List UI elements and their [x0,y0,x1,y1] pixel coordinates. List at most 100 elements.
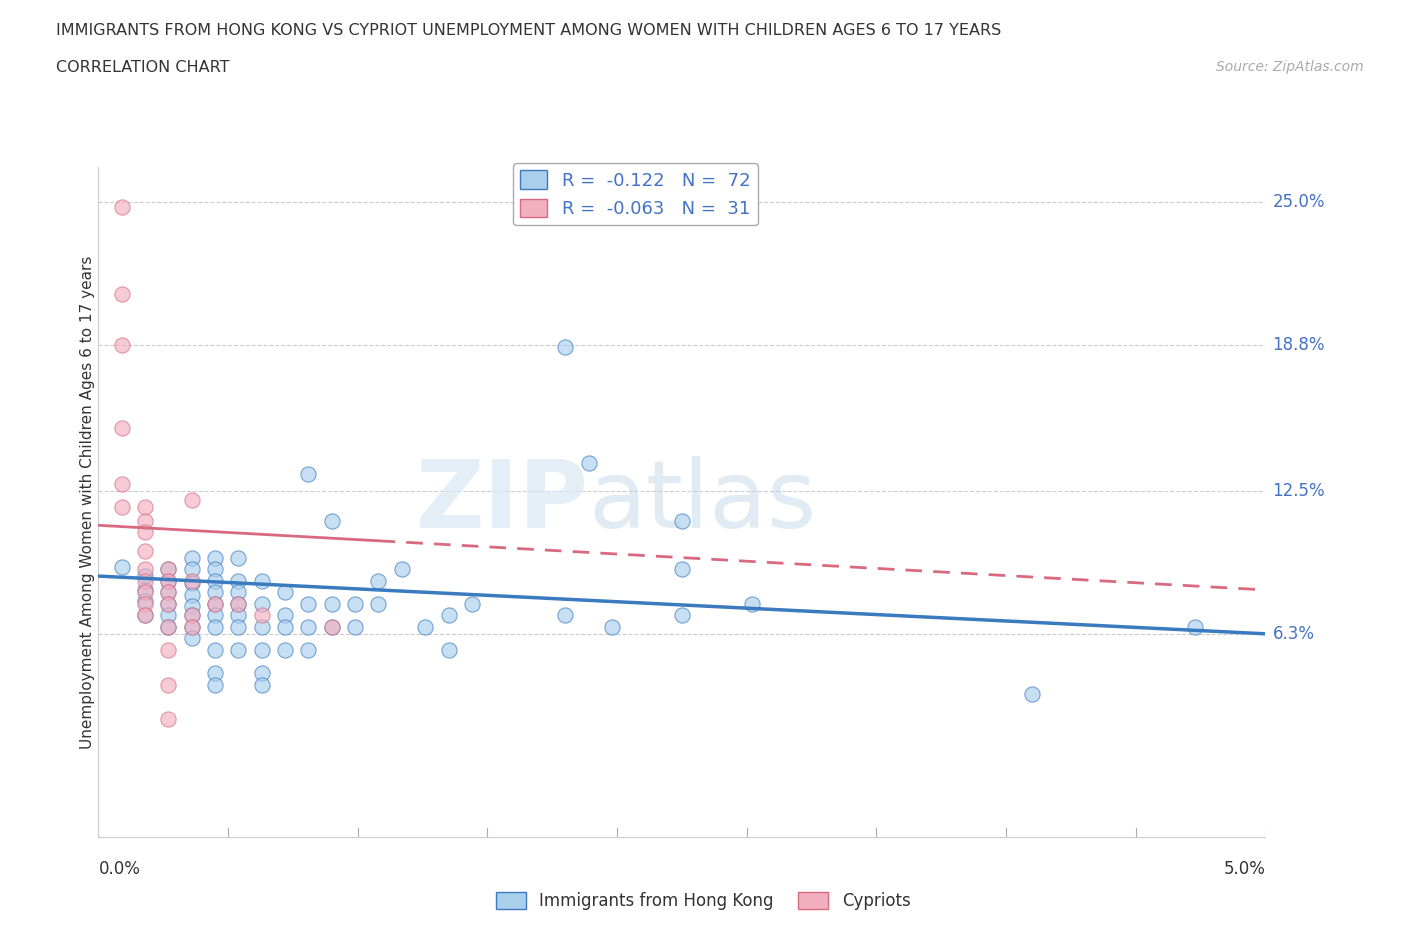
Point [180,619,202,634]
Point [600,619,623,634]
Legend: R =  -0.122   N =  72, R =  -0.063   N =  31: R = -0.122 N = 72, R = -0.063 N = 31 [513,163,758,225]
Point [157,643,180,658]
Point [111,199,134,214]
Point [157,677,180,692]
Point [578,456,600,471]
Point [134,568,156,583]
Point [250,643,273,658]
Point [671,513,693,528]
Point [228,585,250,600]
Point [111,338,134,352]
Point [204,677,226,692]
Point [157,585,180,600]
Legend: Immigrants from Hong Kong, Cypriots: Immigrants from Hong Kong, Cypriots [489,885,917,917]
Text: CORRELATION CHART: CORRELATION CHART [56,60,229,75]
Point [461,596,484,611]
Point [134,562,156,577]
Point [157,573,180,588]
Point [204,596,226,611]
Point [204,573,226,588]
Point [321,596,343,611]
Point [134,594,156,609]
Point [1021,686,1043,701]
Point [274,608,297,623]
Point [111,421,134,436]
Point [157,619,180,634]
Point [111,560,134,575]
Point [204,666,226,681]
Text: 0.0%: 0.0% [98,860,141,878]
Point [671,608,693,623]
Point [134,499,156,514]
Point [321,619,343,634]
Point [297,619,319,634]
Text: ZIP: ZIP [416,457,589,548]
Point [111,287,134,302]
Point [180,551,202,565]
Point [250,573,273,588]
Point [297,596,319,611]
Point [204,551,226,565]
Point [157,608,180,623]
Point [134,582,156,597]
Point [228,573,250,588]
Point [274,619,297,634]
Point [367,596,389,611]
Point [204,619,226,634]
Point [157,711,180,726]
Point [157,585,180,600]
Point [134,596,156,611]
Point [180,599,202,614]
Point [157,562,180,577]
Point [344,619,367,634]
Point [111,499,134,514]
Text: 12.5%: 12.5% [1272,482,1324,499]
Point [180,573,202,588]
Point [437,608,460,623]
Point [297,643,319,658]
Text: IMMIGRANTS FROM HONG KONG VS CYPRIOT UNEMPLOYMENT AMONG WOMEN WITH CHILDREN AGES: IMMIGRANTS FROM HONG KONG VS CYPRIOT UNE… [56,23,1001,38]
Point [228,643,250,658]
Point [134,573,156,588]
Point [204,585,226,600]
Point [134,585,156,600]
Point [180,631,202,645]
Point [134,525,156,539]
Point [274,585,297,600]
Y-axis label: Unemployment Among Women with Children Ages 6 to 17 years: Unemployment Among Women with Children A… [80,256,94,749]
Point [180,493,202,508]
Text: 5.0%: 5.0% [1223,860,1265,878]
Point [157,573,180,588]
Text: 6.3%: 6.3% [1272,625,1315,643]
Point [180,619,202,634]
Point [671,562,693,577]
Point [111,476,134,491]
Point [157,562,180,577]
Point [228,596,250,611]
Point [204,596,226,611]
Point [1184,619,1206,634]
Point [180,562,202,577]
Point [391,562,413,577]
Point [180,576,202,591]
Point [134,513,156,528]
Point [554,340,576,355]
Point [250,596,273,611]
Point [180,587,202,602]
Point [741,596,763,611]
Point [157,596,180,611]
Point [297,467,319,482]
Point [204,608,226,623]
Point [134,543,156,558]
Point [157,619,180,634]
Text: 25.0%: 25.0% [1272,193,1324,211]
Text: atlas: atlas [589,457,817,548]
Point [250,608,273,623]
Point [250,677,273,692]
Point [180,608,202,623]
Point [228,608,250,623]
Point [321,513,343,528]
Point [250,619,273,634]
Point [180,608,202,623]
Point [157,596,180,611]
